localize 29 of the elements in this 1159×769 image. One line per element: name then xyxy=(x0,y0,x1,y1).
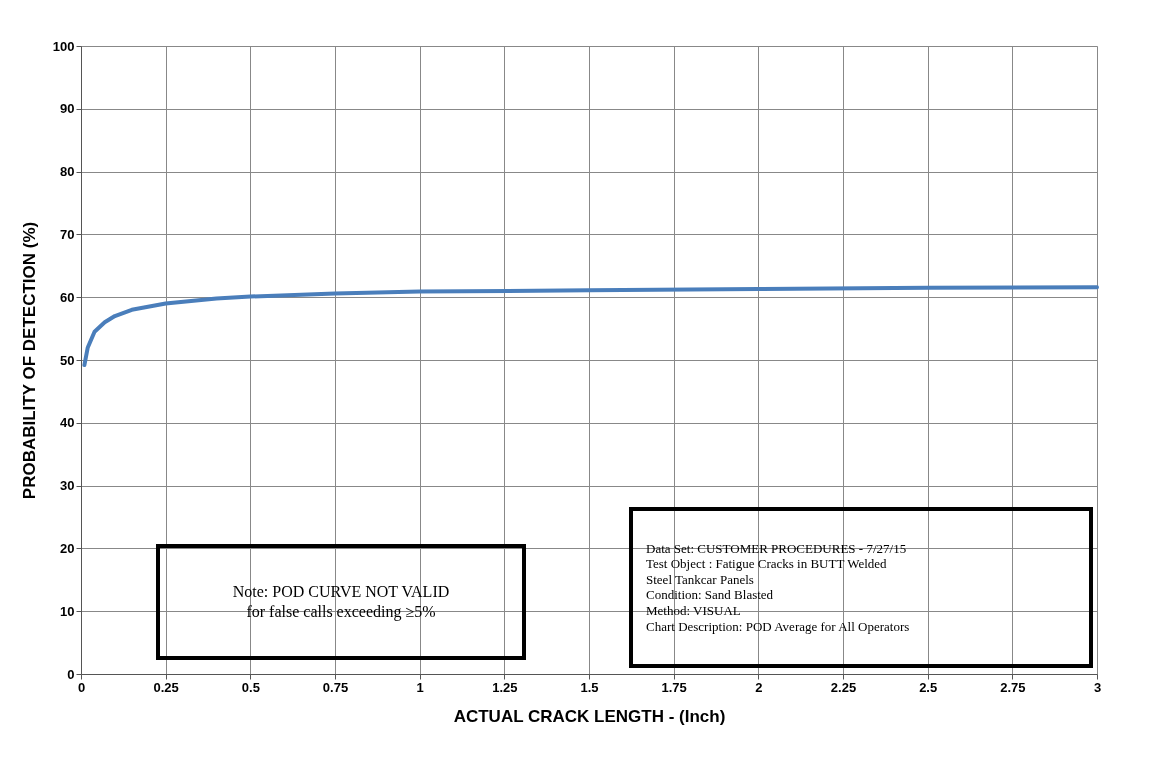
x-axis-title: ACTUAL CRACK LENGTH - (Inch) xyxy=(453,706,726,726)
y-tick-label: 100 xyxy=(52,38,75,54)
y-axis-title: PROBABILITY OF DETECTION (%) xyxy=(19,221,39,500)
y-tick-label: 60 xyxy=(60,289,75,305)
x-tick-label: 1 xyxy=(416,679,424,695)
annotation: Data Set: CUSTOMER PROCEDURES - 7/27/15 Test Object : Fatigue Cracks in BUTT Welded Steel Tankcar Panels Condition: Sand Blasted Method: VISUAL Chart Description: POD Average for All Operators xyxy=(646,540,910,634)
x-tick-label: 2.25 xyxy=(830,679,857,695)
y-tick-label: 80 xyxy=(60,164,75,180)
x-tick-label: 1.5 xyxy=(580,679,599,695)
x-tick-label: 0 xyxy=(77,679,86,695)
y-tick-label: 10 xyxy=(60,603,75,619)
x-tick-label: 0.75 xyxy=(322,679,349,695)
y-tick-label: 50 xyxy=(60,352,75,368)
annotation: Note: POD CURVE NOT VALID for false calls exceeding ≥5% xyxy=(232,583,450,621)
x-tick-label: 0.5 xyxy=(241,679,260,695)
x-tick-label: 2.75 xyxy=(1000,679,1026,695)
y-tick-label: 70 xyxy=(60,226,75,242)
x-tick-label: 3 xyxy=(1093,679,1102,695)
x-tick-label: 2 xyxy=(755,679,763,695)
y-tick-label: 20 xyxy=(60,540,75,556)
y-tick-label: 90 xyxy=(60,101,75,117)
y-tick-label: 0 xyxy=(67,666,75,682)
x-tick-label: 2.5 xyxy=(919,679,938,695)
x-tick-label: 0.25 xyxy=(153,679,179,695)
line-series xyxy=(82,285,1099,368)
y-tick-label: 30 xyxy=(60,478,75,494)
x-tick-label: 1.25 xyxy=(492,679,518,695)
x-tick-label: 1.75 xyxy=(661,679,687,695)
y-tick-label: 40 xyxy=(60,415,75,431)
